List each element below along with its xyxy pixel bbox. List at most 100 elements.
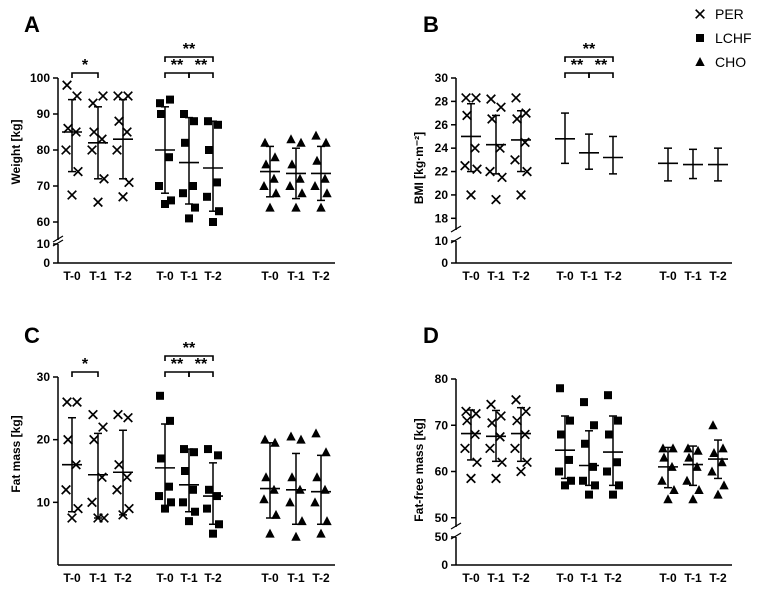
data-point bbox=[214, 120, 222, 129]
data-point bbox=[717, 457, 727, 467]
data-point bbox=[557, 430, 565, 439]
data-point bbox=[161, 200, 169, 208]
data-point bbox=[580, 398, 588, 407]
x-tick-label: T-2 bbox=[114, 269, 132, 283]
data-point bbox=[718, 443, 728, 453]
y-tick-label: 50 bbox=[435, 530, 449, 544]
significance-bracket: ** bbox=[188, 356, 214, 377]
data-point bbox=[113, 409, 123, 420]
data-point bbox=[684, 452, 694, 462]
x-tick-label: T-1 bbox=[487, 571, 505, 585]
data-point bbox=[204, 117, 212, 126]
significance-label: ** bbox=[195, 356, 208, 373]
series-cho bbox=[259, 130, 332, 212]
x-tick-label: T-2 bbox=[604, 571, 622, 585]
significance-bracket: ** bbox=[564, 57, 590, 78]
data-point bbox=[215, 207, 223, 216]
data-point bbox=[713, 489, 723, 499]
data-point bbox=[669, 485, 679, 494]
y-tick-label: 0 bbox=[43, 256, 50, 270]
data-point bbox=[485, 443, 495, 454]
data-point bbox=[297, 516, 307, 526]
data-point bbox=[122, 127, 132, 137]
data-point bbox=[286, 431, 296, 441]
y-tick-label: 0 bbox=[441, 558, 448, 572]
y-tick-label: 30 bbox=[435, 71, 449, 85]
x-tick-label: T-1 bbox=[287, 571, 305, 585]
data-point bbox=[270, 152, 280, 162]
panel-d: D Fat-free mass [kg] 50 60 70 80 0 50 T-0 T-1 T-2 T… bbox=[412, 323, 732, 585]
x-tick-label: T-2 bbox=[204, 571, 222, 585]
x-tick-label: T-0 bbox=[659, 571, 677, 585]
data-point bbox=[719, 480, 729, 490]
data-point bbox=[688, 494, 698, 504]
data-point bbox=[285, 497, 295, 507]
series-lchf bbox=[155, 391, 223, 538]
data-point bbox=[486, 399, 496, 410]
data-point bbox=[565, 455, 573, 464]
data-point bbox=[708, 420, 718, 430]
data-point bbox=[98, 91, 108, 101]
data-point bbox=[460, 443, 470, 454]
x-tick-label: T-0 bbox=[63, 269, 81, 283]
data-point bbox=[123, 412, 133, 423]
y-tick-label: 24 bbox=[435, 141, 449, 155]
legend: PER LCHF CHO bbox=[695, 6, 752, 70]
x-tick-label: T-2 bbox=[709, 269, 727, 283]
data-point bbox=[191, 203, 199, 212]
data-point bbox=[271, 188, 281, 198]
data-point bbox=[291, 202, 301, 212]
x-tick-label: T-1 bbox=[580, 571, 598, 585]
data-point bbox=[693, 445, 703, 455]
data-point bbox=[260, 434, 270, 444]
data-point bbox=[316, 528, 326, 538]
y-tick-label: 0 bbox=[441, 256, 448, 270]
data-point bbox=[297, 188, 307, 198]
data-point bbox=[605, 430, 613, 439]
data-point bbox=[287, 472, 297, 482]
x-tick-label: T-0 bbox=[556, 269, 574, 283]
significance-bracket: * bbox=[71, 356, 99, 377]
data-point bbox=[118, 191, 128, 202]
data-point bbox=[466, 190, 476, 200]
data-point bbox=[312, 155, 322, 165]
data-point bbox=[461, 92, 471, 103]
data-point bbox=[511, 92, 521, 103]
data-point bbox=[191, 507, 199, 516]
data-point bbox=[88, 409, 98, 420]
data-point bbox=[99, 173, 109, 184]
data-point bbox=[311, 428, 321, 438]
data-point bbox=[87, 497, 97, 508]
data-point bbox=[658, 443, 668, 453]
data-point bbox=[589, 462, 597, 471]
data-point bbox=[61, 484, 71, 495]
data-point bbox=[156, 391, 164, 400]
data-point bbox=[522, 166, 532, 177]
x-tick-label: T-2 bbox=[312, 571, 330, 585]
data-point bbox=[165, 153, 173, 162]
data-point bbox=[204, 445, 212, 454]
data-point bbox=[156, 99, 164, 108]
data-point bbox=[122, 472, 132, 483]
data-point bbox=[89, 127, 99, 137]
data-point bbox=[205, 485, 213, 494]
y-tick-label: 10 bbox=[435, 234, 449, 248]
axis-break bbox=[450, 522, 462, 530]
data-point bbox=[466, 473, 476, 484]
axis-break bbox=[450, 236, 462, 244]
data-point bbox=[604, 391, 612, 400]
data-point bbox=[67, 513, 77, 523]
data-point bbox=[270, 437, 280, 447]
legend-marker-triangle bbox=[695, 57, 705, 66]
data-point bbox=[511, 394, 521, 405]
x-tick-label: T-0 bbox=[261, 571, 279, 585]
data-point bbox=[668, 443, 678, 453]
data-point bbox=[462, 110, 472, 121]
data-point bbox=[561, 481, 569, 490]
data-point bbox=[261, 159, 271, 169]
x-tick-label: T-0 bbox=[462, 571, 480, 585]
data-point bbox=[614, 416, 622, 425]
data-point bbox=[579, 476, 587, 485]
data-point bbox=[683, 443, 693, 453]
data-point bbox=[259, 181, 269, 190]
